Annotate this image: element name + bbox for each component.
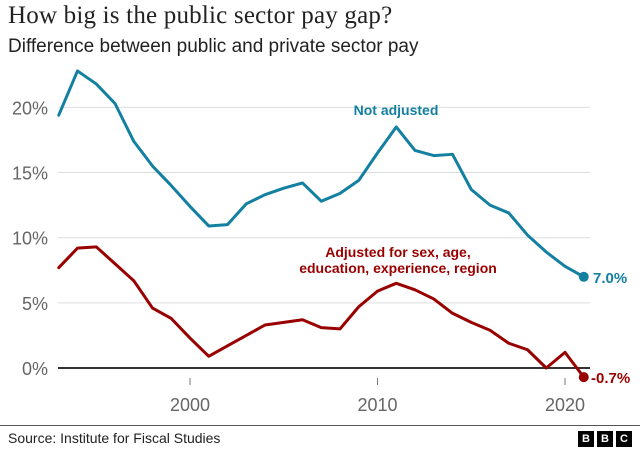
data-point: [132, 279, 135, 282]
data-point: [507, 342, 510, 345]
data-point: [226, 223, 229, 226]
data-point: [132, 140, 135, 143]
data-point: [432, 154, 435, 157]
series-end-dot: [578, 271, 589, 282]
data-point: [207, 224, 210, 227]
data-point: [76, 247, 79, 250]
data-point: [526, 234, 529, 237]
data-point: [95, 82, 98, 85]
data-point: [320, 200, 323, 203]
line-chart: 0% 5% 10% 15% 20% 2000 2010 2020 Not adjusted …: [12, 69, 630, 415]
data-point: [301, 318, 304, 321]
label-adjusted-line1: Adjusted for sex, age,: [325, 244, 470, 260]
data-point: [282, 187, 285, 190]
data-point: [414, 288, 417, 291]
y-tick-label: 15%: [12, 164, 48, 184]
data-point: [470, 188, 473, 191]
data-point: [414, 149, 417, 152]
x-axis-labels: 2000 2010 2020: [170, 378, 585, 415]
gridlines: [58, 106, 590, 369]
data-point: [189, 337, 192, 340]
data-point: [357, 179, 360, 182]
data-point: [114, 262, 117, 265]
bbc-logo-letter: B: [597, 431, 613, 447]
data-point: [339, 327, 342, 330]
data-point: [57, 114, 60, 117]
end-value-adjusted: -0.7%: [591, 370, 630, 387]
bbc-logo-letter: B: [578, 431, 594, 447]
y-tick-label: 5%: [22, 294, 48, 314]
data-point: [320, 326, 323, 329]
y-tick-label: 20%: [12, 98, 48, 118]
x-tick-label: 2000: [170, 395, 210, 415]
y-axis-labels: 0% 5% 10% 15% 20%: [12, 98, 48, 379]
data-point: [564, 265, 567, 268]
data-point: [264, 193, 267, 196]
end-value-not-adjusted: 7.0%: [593, 270, 627, 287]
label-not-adjusted: Not adjusted: [354, 102, 439, 118]
data-point: [245, 202, 248, 205]
data-point: [526, 348, 529, 351]
data-point: [489, 204, 492, 207]
data-point: [207, 355, 210, 358]
data-point: [470, 321, 473, 324]
data-point: [245, 334, 248, 337]
data-point: [395, 282, 398, 285]
series-line-not-adjusted: [57, 69, 586, 279]
annotations: Not adjusted Adjusted for sex, age, educ…: [299, 102, 630, 387]
label-adjusted-line2: education, experience, region: [299, 260, 497, 276]
chart-title: How big is the public sector pay gap?: [8, 2, 393, 29]
data-point: [489, 329, 492, 332]
data-point: [451, 312, 454, 315]
data-point: [151, 307, 154, 310]
data-point: [76, 69, 79, 72]
data-point: [545, 251, 548, 254]
data-point: [170, 317, 173, 320]
x-tick-label: 2020: [545, 395, 585, 415]
data-point: [357, 305, 360, 308]
data-point: [507, 211, 510, 214]
data-point: [151, 165, 154, 168]
bbc-logo-letter: C: [616, 431, 632, 447]
series-lines: [57, 69, 589, 383]
data-point: [301, 181, 304, 184]
series-line-adjusted: [57, 245, 586, 379]
y-tick-label: 0%: [22, 359, 48, 379]
data-point: [395, 125, 398, 128]
data-point: [564, 351, 567, 354]
data-point: [189, 205, 192, 208]
data-point: [95, 245, 98, 248]
data-point: [57, 266, 60, 269]
data-point: [226, 344, 229, 347]
data-point: [451, 153, 454, 156]
data-point: [339, 192, 342, 195]
bbc-logo: B B C: [578, 431, 632, 447]
data-point: [264, 324, 267, 327]
data-point: [170, 184, 173, 187]
y-tick-label: 10%: [12, 229, 48, 249]
chart-subtitle: Difference between public and private se…: [8, 36, 419, 57]
data-point: [432, 297, 435, 300]
data-point: [282, 321, 285, 324]
x-tick-label: 2010: [357, 395, 397, 415]
series-end-dot: [578, 372, 589, 383]
footer-divider: [0, 425, 640, 426]
data-point: [545, 367, 548, 370]
source-note: Source: Institute for Fiscal Studies: [8, 430, 221, 446]
data-point: [114, 102, 117, 105]
data-point: [376, 290, 379, 293]
data-point: [376, 152, 379, 155]
